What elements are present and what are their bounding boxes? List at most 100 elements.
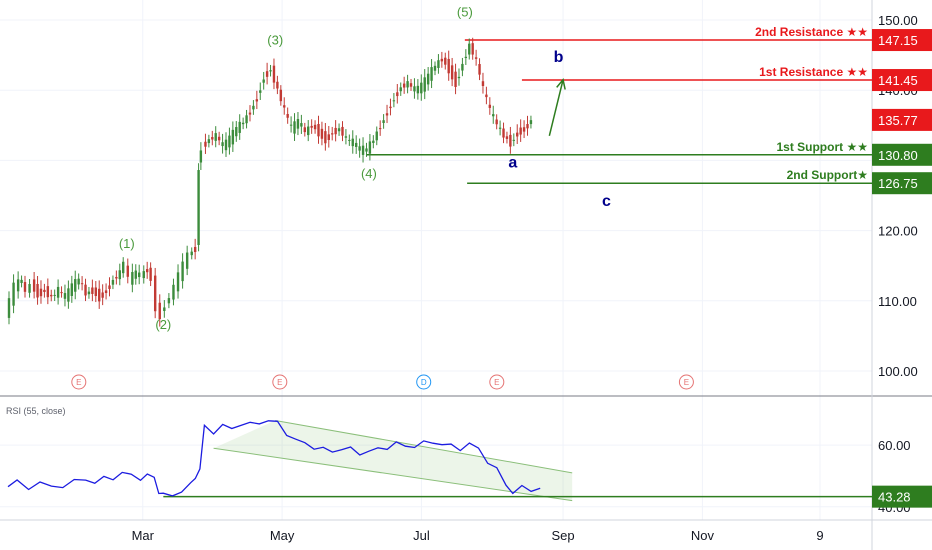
candle-body [519,127,522,135]
candle-body [84,284,87,296]
candle-body [252,105,255,110]
price-tag-label: 141.45 [878,73,918,88]
candle-body [481,81,485,87]
candle-body [392,100,396,102]
wave-label: (4) [361,166,377,181]
projection-arrowhead [556,78,566,90]
event-marker[interactable] [416,374,432,390]
candle-body [118,270,121,280]
candle-body [372,140,375,143]
candle-body [248,112,252,115]
candle-body [217,136,221,141]
candle-body [485,94,488,98]
candle-body [221,142,224,147]
candle-body [265,71,269,77]
candle-body [293,121,296,134]
candle-body [389,106,392,109]
rsi-tick-label: 60.00 [878,438,911,453]
wave-labels: (1) (2) (3) (4) (5) a b c [119,5,611,332]
candle-body [461,63,464,71]
candle-body [396,92,399,97]
candle-body [310,125,313,128]
price-tag-box [872,29,932,52]
time-tick-label: Sep [551,528,574,543]
candle-body [197,170,200,246]
candle-body [39,288,43,297]
rsi-grid [0,444,872,508]
candle-body [454,71,457,87]
candle-body [172,284,175,300]
wave-label: (5) [457,5,473,20]
price-tag-label: 130.80 [878,148,918,163]
candle-body [447,58,450,74]
candle-body [406,81,409,88]
level-label: 2nd Support★ [787,168,868,182]
rsi-series-line [7,420,541,497]
price-tag-label: 135.77 [878,113,918,128]
candle-body [245,115,248,124]
candle-body [50,294,53,297]
candle-body [23,282,27,292]
wave-label: (3) [267,33,283,48]
event-marker[interactable] [489,374,505,390]
candle-body [289,124,293,126]
candle-body [385,113,389,116]
price-tick-label: 100.00 [878,364,918,379]
candle-body [286,113,289,118]
candle-body [190,251,193,256]
time-axis-ticks: Mar May Jul Sep Nov 9 [132,528,824,543]
wave-label: b [554,49,564,66]
candle-body [426,73,430,85]
candle-body [283,105,286,108]
candle-body [163,307,166,311]
candle-body [185,252,189,269]
event-marker[interactable] [71,374,87,390]
candle-body [375,131,378,141]
price-tags: 147.15 141.45 130.80 126.75 135.77 43.28 [872,29,932,508]
time-tick-label: Jul [413,528,430,543]
candle-body [444,57,447,65]
candle-body [134,270,137,279]
candle-body [276,81,279,89]
candle-body [303,127,307,133]
candle-body [474,57,478,59]
candle-body [358,146,361,151]
price-tag-label: 147.15 [878,33,918,48]
candle-body [16,279,20,292]
candle-body [365,148,368,152]
candle-body [413,86,416,92]
candle-body [238,121,241,133]
candle-body [334,127,337,135]
candle-body [464,56,468,59]
candle-body [46,286,50,298]
wave-label: (1) [119,236,135,251]
event-marker-label: D [421,378,427,387]
candle-body [80,283,84,285]
candle-body [317,123,320,137]
time-tick-label: Mar [132,528,155,543]
event-marker-label: E [76,378,81,387]
projection-arrow [548,78,566,137]
candle-body [259,90,262,93]
candle-body [354,142,358,147]
candle-body [176,272,180,292]
candle-body [228,135,231,148]
candle-body [437,60,440,68]
candle-body [516,132,519,137]
event-marker[interactable] [272,374,288,390]
candle-body [327,134,330,141]
event-marker[interactable] [678,374,694,390]
candle-body [193,246,197,253]
candle-body [307,126,310,136]
candle-body [153,275,157,312]
price-tag-label: 126.75 [878,176,918,191]
candle-body [440,58,444,62]
candle-body [126,265,129,277]
candle-body [63,293,67,299]
candle-body [101,292,104,298]
candle-body [320,128,324,139]
candle-body [56,286,60,298]
candle-body [331,133,334,135]
